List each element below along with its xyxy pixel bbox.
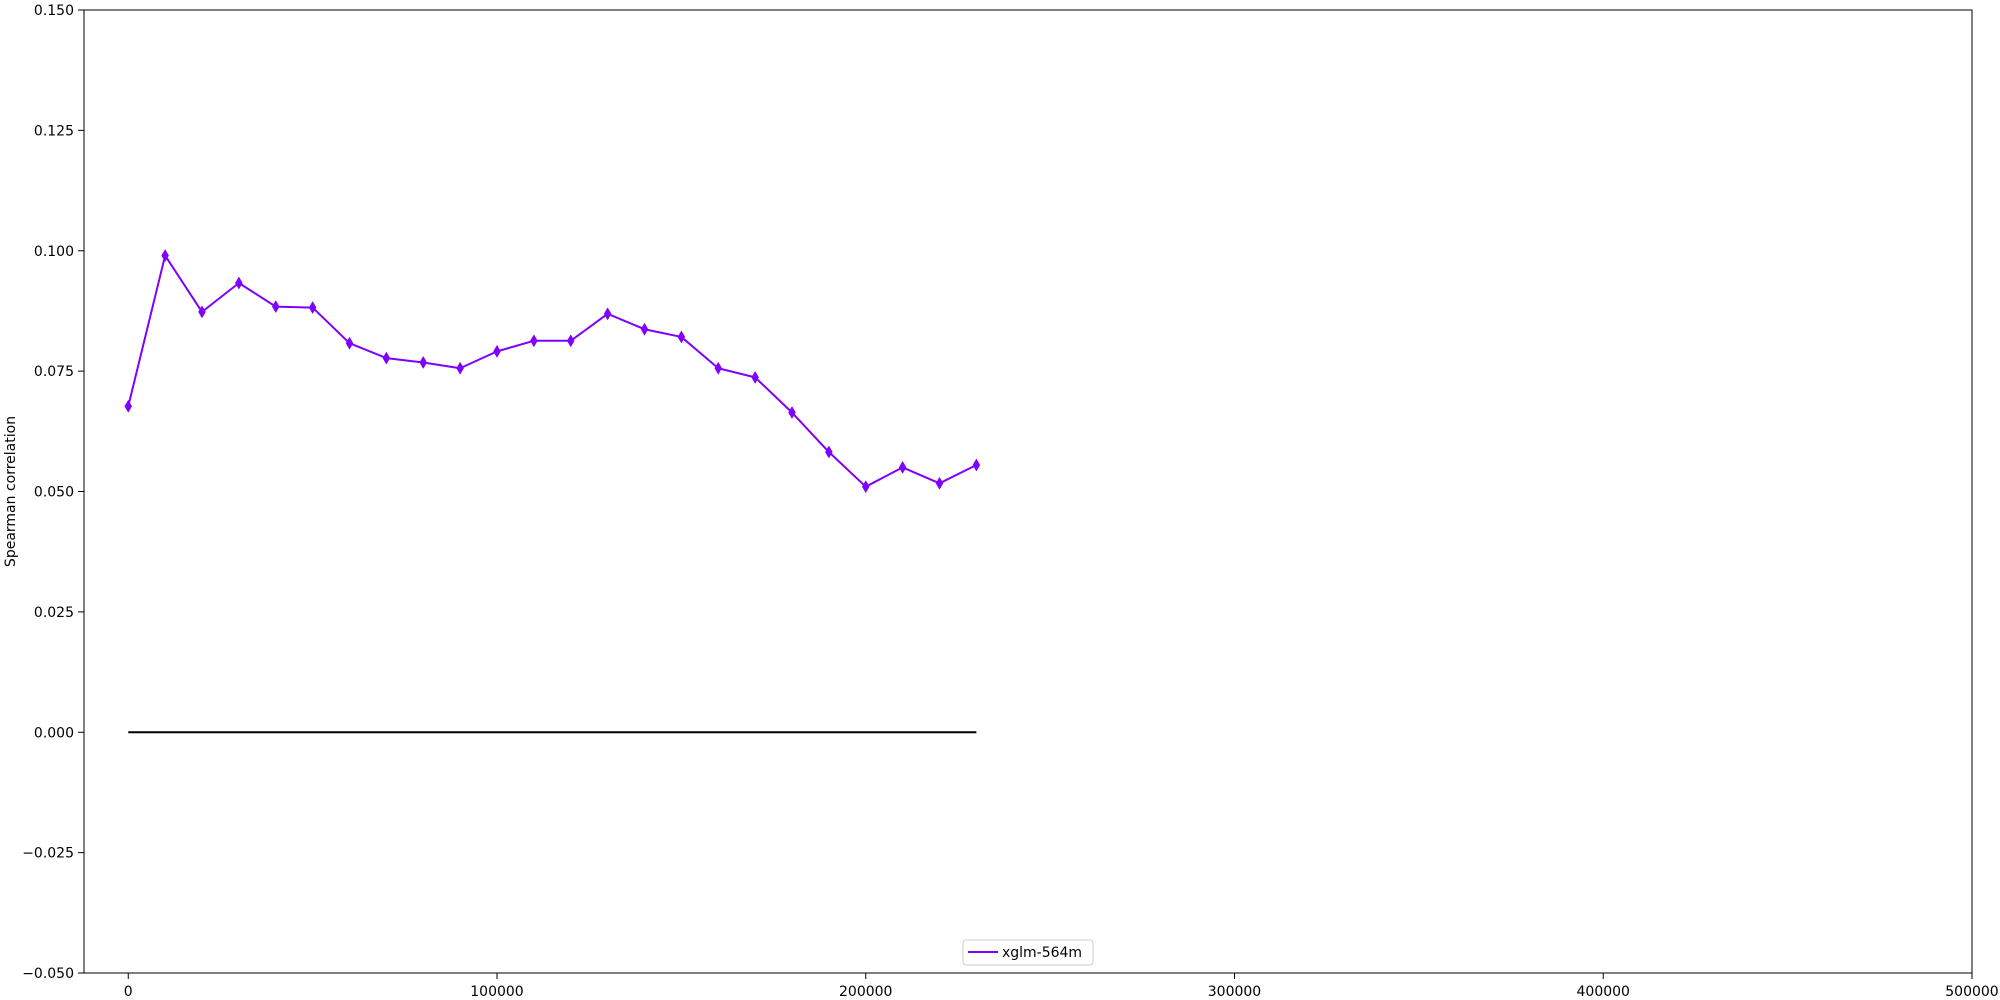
data-point	[825, 446, 832, 458]
plot-frame	[84, 10, 1972, 973]
y-tick-label: 0.025	[34, 605, 74, 621]
y-tick-label: 0.050	[34, 485, 74, 501]
data-point	[567, 335, 574, 347]
data-point	[383, 352, 390, 364]
data-point	[309, 302, 316, 314]
data-point	[346, 337, 353, 349]
x-axis-ticks: 0 100000 200000 300000 400000 500000	[124, 973, 1999, 1000]
y-tick-label: −0.050	[22, 966, 74, 982]
data-point	[715, 362, 722, 374]
y-axis-label: Spearman correlation	[3, 416, 19, 567]
y-tick-label: 0.150	[34, 3, 74, 19]
series-layer	[125, 250, 980, 493]
data-point	[678, 331, 685, 343]
data-point	[457, 362, 464, 374]
x-tick-label: 300000	[1208, 984, 1261, 1000]
data-point	[973, 459, 980, 471]
data-point	[604, 308, 611, 320]
data-point	[899, 461, 906, 473]
x-tick-label: 500000	[1945, 984, 1998, 1000]
data-point	[272, 301, 279, 313]
series-line	[128, 256, 976, 487]
x-tick-label: 400000	[1577, 984, 1630, 1000]
data-point	[752, 371, 759, 383]
data-point	[862, 481, 869, 493]
legend-label: xglm-564m	[1002, 945, 1082, 961]
y-axis-ticks: −0.050 −0.025 0.000 0.025 0.050 0.075 0.100 0.1…	[22, 3, 84, 982]
data-point	[789, 407, 796, 419]
y-tick-label: 0.125	[34, 123, 74, 139]
data-point	[420, 356, 427, 368]
y-tick-label: 0.100	[34, 244, 74, 260]
y-tick-label: 0.000	[34, 725, 74, 741]
y-tick-label: 0.075	[34, 364, 74, 380]
data-point	[641, 323, 648, 335]
x-tick-label: 200000	[839, 984, 892, 1000]
x-tick-label: 100000	[470, 984, 523, 1000]
legend: xglm-564m	[963, 940, 1093, 965]
data-point	[530, 335, 537, 347]
y-tick-label: −0.025	[22, 846, 74, 862]
data-point	[936, 477, 943, 489]
data-point	[125, 400, 132, 412]
data-point	[235, 277, 242, 289]
x-tick-label: 0	[124, 984, 133, 1000]
data-point	[494, 345, 501, 357]
